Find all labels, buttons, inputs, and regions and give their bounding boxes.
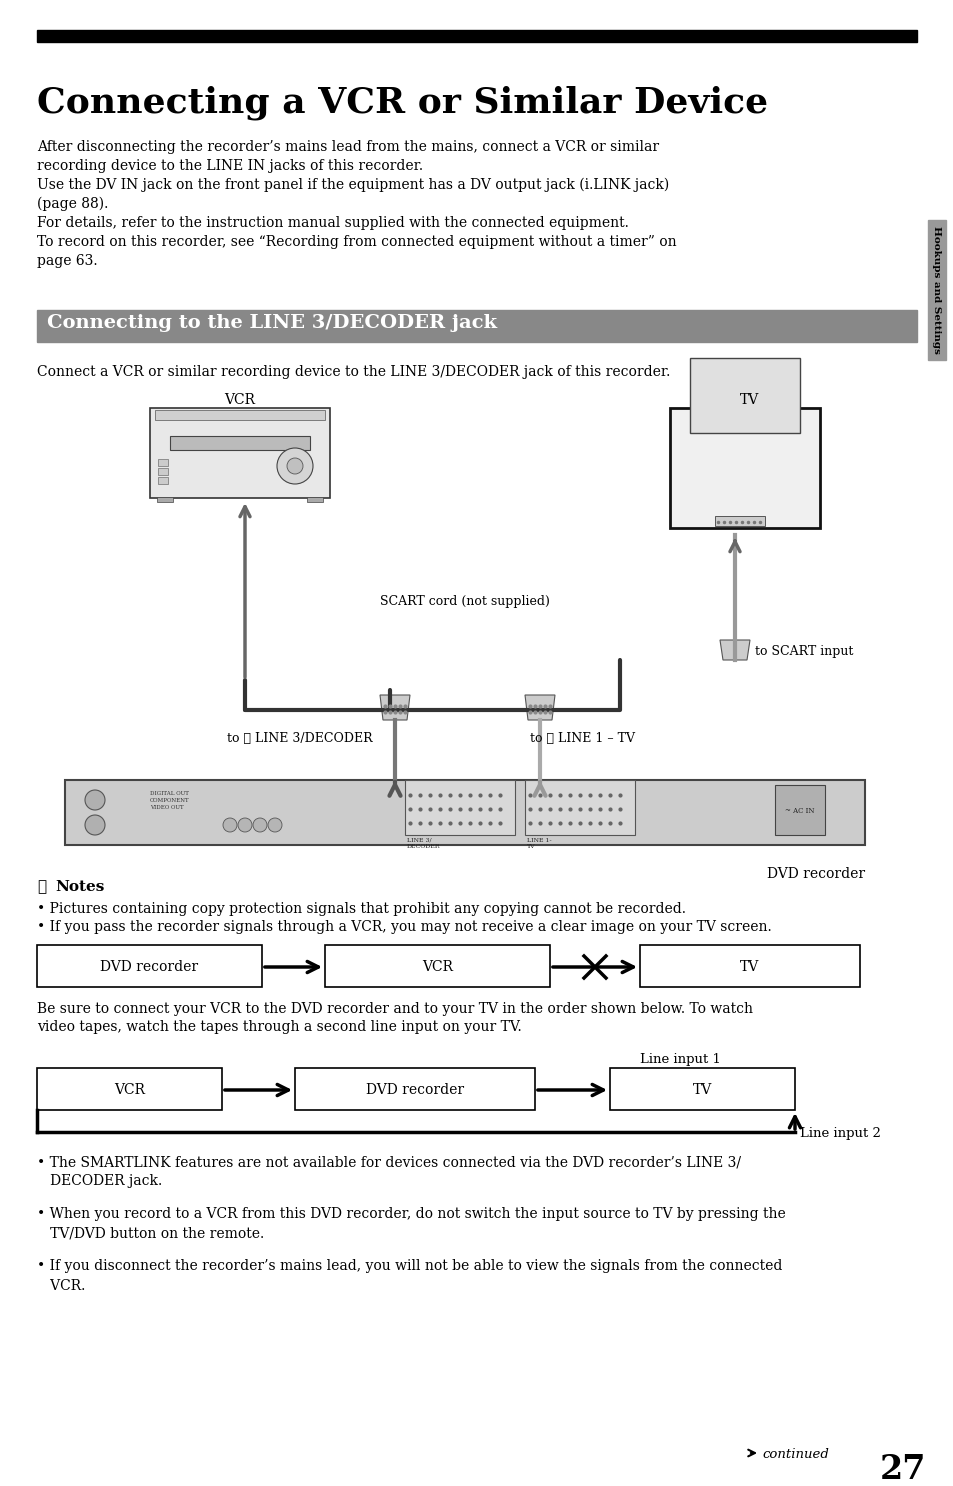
Text: Connecting a VCR or Similar Device: Connecting a VCR or Similar Device: [37, 85, 767, 119]
Bar: [669, 409, 820, 528]
Text: Line input 1: Line input 1: [639, 1054, 720, 1065]
Text: TV: TV: [740, 392, 759, 407]
Polygon shape: [524, 695, 555, 721]
Text: page 63.: page 63.: [37, 254, 97, 267]
Bar: [37, 311, 916, 342]
Bar: [325, 945, 550, 987]
Text: TV: TV: [740, 960, 759, 973]
Text: To record on this recorder, see “Recording from connected equipment without a ti: To record on this recorder, see “Recordi…: [37, 235, 676, 250]
Bar: [639, 945, 859, 987]
Polygon shape: [379, 695, 410, 721]
Text: Line input 2: Line input 2: [800, 1126, 880, 1140]
Text: TV: TV: [692, 1083, 711, 1097]
Text: LINE 1-
TV: LINE 1- TV: [526, 838, 551, 849]
Circle shape: [268, 817, 282, 832]
Text: • The SMARTLINK features are not available for devices connected via the DVD rec: • The SMARTLINK features are not availab…: [37, 1155, 740, 1189]
Circle shape: [85, 814, 105, 835]
Text: For details, refer to the instruction manual supplied with the connected equipme: For details, refer to the instruction ma…: [37, 215, 628, 230]
Text: Use the DV IN jack on the front panel if the equipment has a DV output jack (i.L: Use the DV IN jack on the front panel if…: [37, 178, 669, 192]
Text: • If you disconnect the recorder’s mains lead, you will not be able to view the : • If you disconnect the recorder’s mains…: [37, 1259, 781, 1293]
Bar: [37, 945, 262, 987]
Bar: [524, 780, 635, 835]
Text: DVD recorder: DVD recorder: [100, 960, 198, 973]
Text: 27: 27: [879, 1453, 925, 1486]
Bar: [158, 468, 168, 476]
Text: Notes: Notes: [55, 880, 104, 895]
Bar: [154, 410, 325, 421]
Text: DVD recorder: DVD recorder: [366, 1083, 463, 1097]
Bar: [157, 496, 172, 502]
Bar: [150, 409, 330, 498]
Circle shape: [237, 817, 252, 832]
Circle shape: [223, 817, 236, 832]
Text: SCART cord (not supplied): SCART cord (not supplied): [379, 594, 549, 608]
Text: DVD recorder: DVD recorder: [766, 866, 864, 881]
Text: Hookups and Settings: Hookups and Settings: [931, 226, 941, 354]
Bar: [37, 1068, 222, 1110]
Bar: [714, 516, 764, 526]
Bar: [405, 780, 515, 835]
Bar: [307, 496, 323, 502]
Bar: [37, 30, 916, 42]
Text: VCR: VCR: [421, 960, 453, 973]
Text: VIDEO OUT: VIDEO OUT: [150, 805, 183, 810]
Text: • If you pass the recorder signals through a VCR, you may not receive a clear im: • If you pass the recorder signals throu…: [37, 920, 771, 935]
Bar: [689, 358, 800, 432]
Text: Be sure to connect your VCR to the DVD recorder and to your TV in the order show: Be sure to connect your VCR to the DVD r…: [37, 1002, 752, 1016]
Text: to ⓒ LINE 1 – TV: to ⓒ LINE 1 – TV: [530, 733, 635, 744]
Text: • When you record to a VCR from this DVD recorder, do not switch the input sourc: • When you record to a VCR from this DVD…: [37, 1207, 785, 1241]
Bar: [158, 459, 168, 467]
Bar: [609, 1068, 794, 1110]
Text: • Pictures containing copy protection signals that prohibit any copying cannot b: • Pictures containing copy protection si…: [37, 902, 685, 915]
Bar: [170, 435, 310, 450]
Bar: [294, 1068, 535, 1110]
Text: to ⓒ LINE 3/DECODER: to ⓒ LINE 3/DECODER: [227, 733, 373, 744]
Text: After disconnecting the recorder’s mains lead from the mains, connect a VCR or s: After disconnecting the recorder’s mains…: [37, 140, 659, 155]
Bar: [927, 220, 945, 360]
Text: LINE 3/
DECODER: LINE 3/ DECODER: [407, 838, 440, 849]
Polygon shape: [720, 640, 749, 660]
Circle shape: [85, 791, 105, 810]
Text: VCR: VCR: [113, 1083, 145, 1097]
Bar: [774, 785, 824, 835]
Text: Connecting to the LINE 3/DECODER jack: Connecting to the LINE 3/DECODER jack: [47, 314, 497, 331]
Circle shape: [287, 458, 303, 474]
Text: to SCART input: to SCART input: [754, 645, 853, 658]
Text: DIGITAL OUT: DIGITAL OUT: [150, 791, 189, 796]
Circle shape: [253, 817, 267, 832]
Bar: [158, 477, 168, 484]
Text: COMPONENT: COMPONENT: [150, 798, 190, 802]
Bar: [65, 780, 864, 846]
Text: Connect a VCR or similar recording device to the LINE 3/DECODER jack of this rec: Connect a VCR or similar recording devic…: [37, 366, 670, 379]
Text: VCR: VCR: [224, 392, 255, 407]
Text: continued: continued: [761, 1447, 828, 1461]
Circle shape: [276, 447, 313, 484]
Text: recording device to the LINE IN jacks of this recorder.: recording device to the LINE IN jacks of…: [37, 159, 423, 172]
Text: ~ AC IN: ~ AC IN: [784, 807, 814, 814]
Text: ⚡: ⚡: [37, 880, 46, 895]
Text: (page 88).: (page 88).: [37, 198, 109, 211]
Text: video tapes, watch the tapes through a second line input on your TV.: video tapes, watch the tapes through a s…: [37, 1019, 521, 1034]
